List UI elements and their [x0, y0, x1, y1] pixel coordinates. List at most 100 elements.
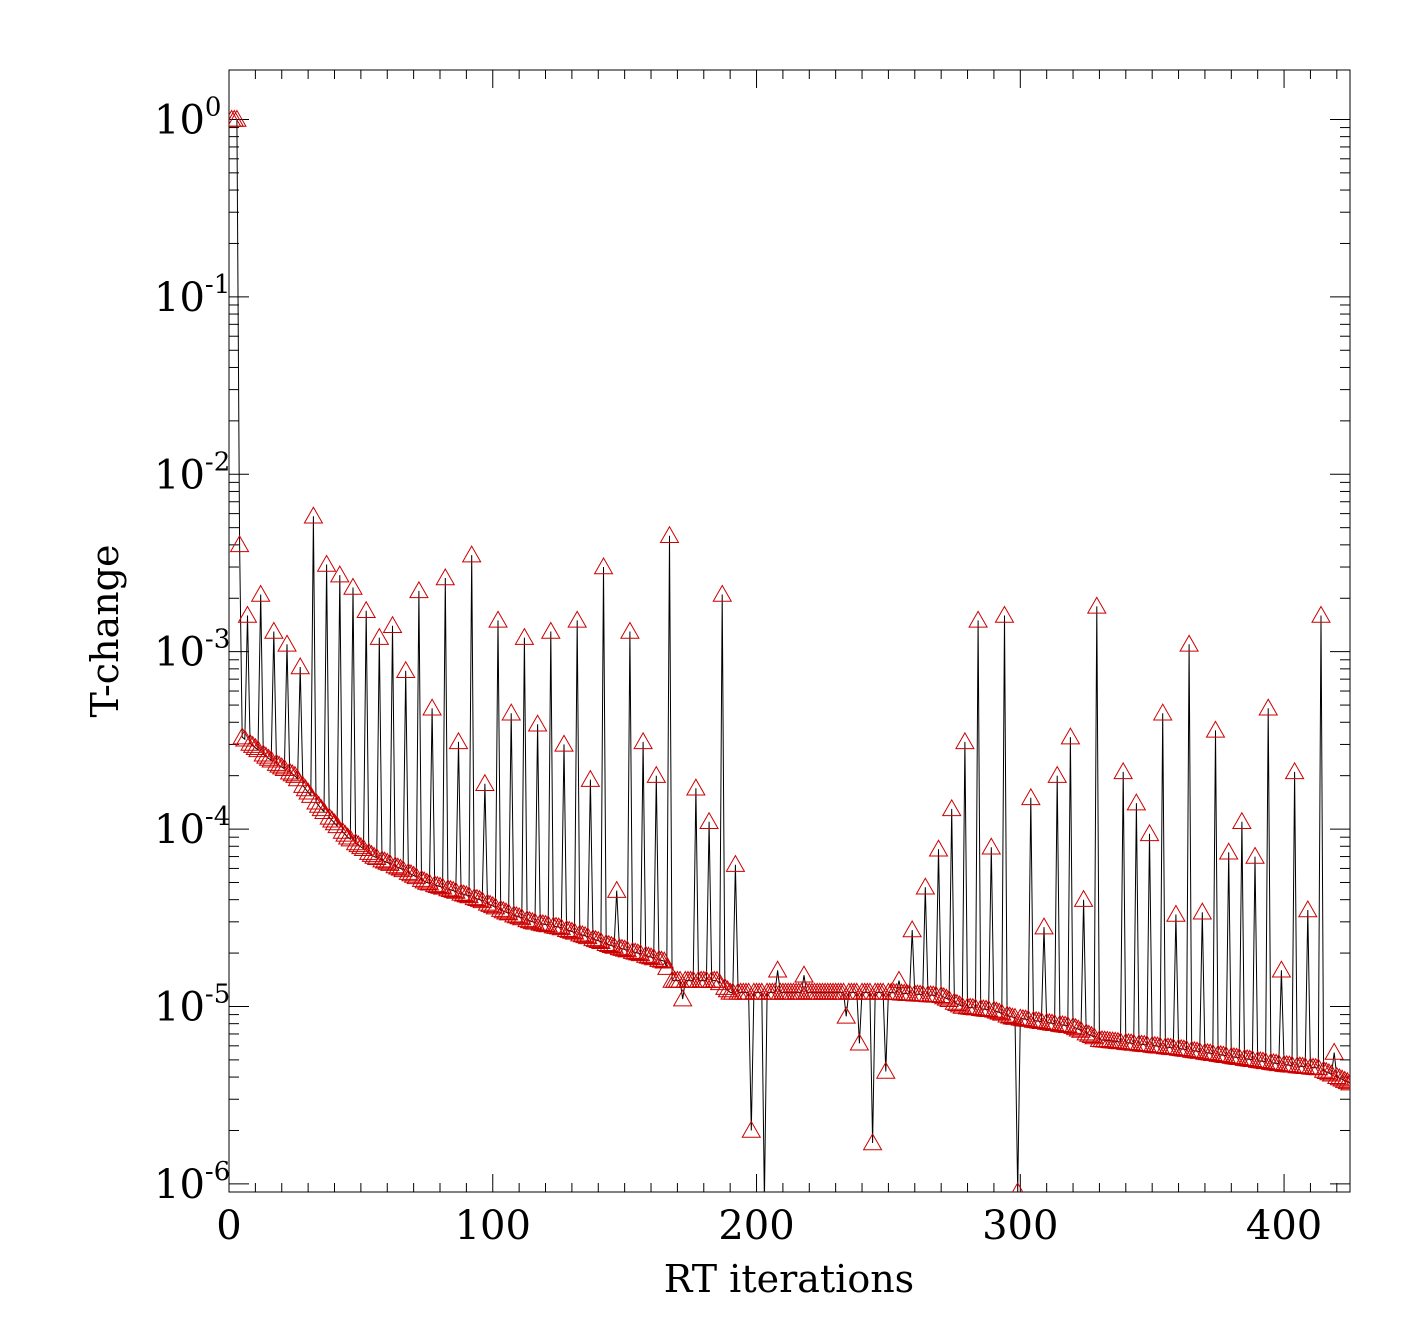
data-point	[448, 731, 469, 750]
y-tick-label: 10-1	[154, 270, 230, 321]
data-point	[395, 660, 416, 679]
series-line	[231, 119, 1350, 1192]
data-point	[712, 584, 733, 602]
data-point	[794, 965, 814, 983]
data-point	[598, 934, 619, 952]
data-point	[567, 610, 588, 628]
data-point	[369, 627, 390, 645]
data-point	[411, 869, 432, 887]
data-point	[485, 897, 506, 915]
data-point	[1152, 703, 1173, 721]
data-point	[1245, 846, 1265, 864]
data-point	[836, 1006, 857, 1024]
data-point	[324, 813, 345, 831]
data-point	[232, 727, 253, 745]
data-point	[633, 731, 653, 750]
data-point	[1324, 1042, 1345, 1060]
data-point	[699, 811, 719, 829]
data-point	[902, 919, 923, 938]
data-point	[1218, 842, 1239, 860]
data-point	[364, 846, 384, 864]
data-point	[340, 829, 361, 847]
data-point	[994, 605, 1015, 623]
x-tick-label: 300	[982, 1203, 1058, 1249]
data-point	[393, 859, 413, 878]
data-point	[274, 758, 295, 777]
data-point	[1282, 1055, 1302, 1073]
data-point	[1110, 1032, 1131, 1050]
data-point	[414, 871, 435, 889]
data-point	[464, 887, 485, 906]
data-point	[1192, 902, 1213, 920]
data-point	[1123, 1033, 1144, 1051]
data-point	[1071, 1020, 1091, 1038]
data-point	[1065, 1017, 1086, 1036]
data-point	[1113, 761, 1134, 780]
y-tick-label: 100	[154, 92, 221, 143]
data-point	[931, 985, 952, 1003]
data-point	[258, 748, 279, 766]
data-point	[374, 851, 395, 869]
data-point	[1011, 1181, 1024, 1192]
data-point	[329, 565, 350, 583]
data-point	[242, 735, 263, 753]
data-point	[654, 951, 675, 969]
data-point	[1086, 596, 1107, 614]
data-point	[715, 977, 735, 995]
data-point	[1332, 1069, 1350, 1087]
data-point	[1295, 1056, 1316, 1074]
data-point	[406, 866, 427, 885]
data-point	[482, 895, 503, 914]
data-point	[889, 970, 909, 988]
data-point	[261, 750, 282, 768]
data-point	[1340, 1073, 1350, 1091]
data-point	[649, 949, 669, 967]
data-point	[936, 988, 957, 1006]
data-point	[572, 924, 593, 943]
data-point	[477, 893, 498, 911]
y-tick-label: 10-4	[154, 802, 230, 853]
data-point	[474, 773, 495, 792]
data-point	[461, 545, 482, 563]
x-tick-label: 200	[718, 1203, 794, 1249]
data-point	[540, 621, 561, 639]
data-point	[1137, 1034, 1157, 1053]
series-t-change	[231, 119, 1350, 1192]
data-point	[490, 899, 511, 917]
data-point	[1020, 787, 1041, 806]
data-point	[686, 778, 706, 796]
data-point	[519, 910, 540, 929]
data-point	[625, 942, 646, 960]
data-point	[1258, 698, 1279, 716]
data-point	[298, 782, 318, 800]
data-point	[337, 827, 358, 845]
data-point	[377, 852, 398, 870]
plot-frame	[228, 69, 1351, 1193]
data-point	[390, 858, 411, 876]
data-point	[245, 737, 266, 756]
data-point	[1179, 634, 1199, 652]
data-point	[343, 577, 363, 595]
data-point	[401, 864, 421, 882]
y-tick-label: 10-6	[154, 1157, 230, 1208]
data-point	[1271, 960, 1292, 978]
data-point	[1079, 1024, 1099, 1042]
data-point	[1150, 1036, 1170, 1054]
data-point	[472, 890, 493, 909]
data-point	[875, 1061, 896, 1079]
data-point	[968, 610, 988, 628]
data-point	[514, 627, 535, 645]
data-point	[620, 621, 640, 639]
data-point	[955, 731, 975, 750]
data-point	[672, 989, 693, 1007]
data-point	[1126, 793, 1147, 811]
axis-ticks	[228, 70, 1350, 1193]
data-point	[1297, 899, 1318, 918]
data-point	[256, 746, 276, 764]
data-point	[638, 946, 659, 964]
data-point	[1068, 1019, 1089, 1037]
data-point	[1308, 1057, 1329, 1076]
data-point	[593, 557, 614, 575]
data-point	[1326, 1066, 1347, 1085]
